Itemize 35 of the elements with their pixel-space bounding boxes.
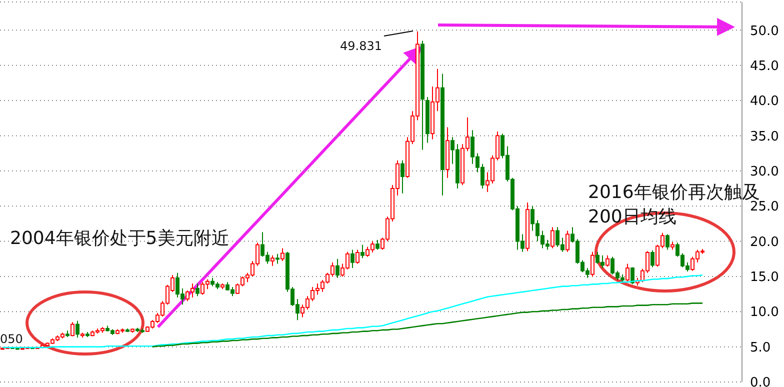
candlestick bbox=[336, 258, 340, 278]
annotation: 050 bbox=[0, 332, 23, 346]
y-tick-label: 35.0 bbox=[750, 129, 779, 144]
y-tick-label: 5.0 bbox=[750, 340, 771, 356]
y-tick-label: 40.0 bbox=[750, 94, 779, 110]
candlestick bbox=[276, 253, 280, 264]
candlestick bbox=[590, 251, 594, 277]
candlestick bbox=[360, 244, 364, 259]
annotation: 2004年银价处于5美元附近 bbox=[10, 228, 230, 249]
y-tick-label: 45.0 bbox=[750, 58, 779, 74]
y-tick-label: 0.0 bbox=[750, 376, 771, 387]
candlestick bbox=[356, 249, 360, 264]
candlestick bbox=[196, 282, 200, 297]
candlestick bbox=[376, 239, 380, 250]
candlestick bbox=[76, 320, 80, 338]
candlestick bbox=[70, 322, 74, 337]
y-tick-label: 25.0 bbox=[750, 200, 779, 215]
candlestick bbox=[626, 263, 630, 282]
y-tick-label: 30.0 bbox=[750, 164, 779, 180]
y-tick-label: 20.0 bbox=[750, 234, 779, 250]
candlestick bbox=[650, 250, 654, 268]
line-series bbox=[152, 302, 704, 348]
y-tick-label: 50.0 bbox=[750, 24, 779, 39]
y-tick-label: 15.0 bbox=[750, 270, 779, 286]
candlestick bbox=[350, 249, 354, 268]
annotation: 49.831 bbox=[340, 39, 382, 53]
candlestick bbox=[666, 234, 670, 250]
candlestick bbox=[566, 230, 570, 252]
candlestick bbox=[270, 254, 274, 266]
candlestick bbox=[280, 248, 284, 262]
candlestick bbox=[606, 254, 610, 268]
y-tick-label: 10.0 bbox=[750, 305, 779, 320]
candlestick bbox=[400, 160, 404, 194]
line-series bbox=[2, 274, 704, 348]
candlestick bbox=[550, 226, 554, 249]
